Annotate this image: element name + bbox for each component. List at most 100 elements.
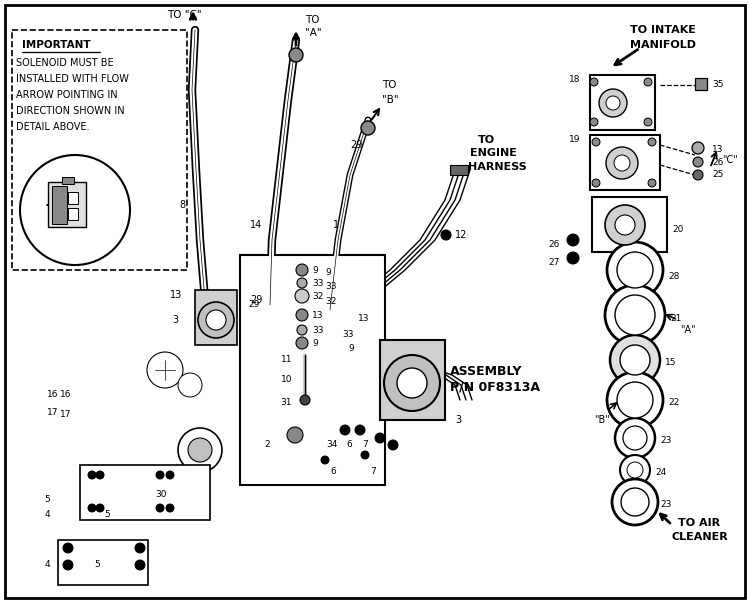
Text: TO AIR: TO AIR: [678, 518, 720, 528]
Text: 4: 4: [44, 560, 50, 569]
Circle shape: [620, 455, 650, 485]
Circle shape: [610, 335, 660, 385]
Text: 35: 35: [712, 80, 724, 89]
Circle shape: [166, 504, 174, 512]
Circle shape: [156, 504, 164, 512]
Text: 19: 19: [568, 135, 580, 144]
Circle shape: [644, 78, 652, 86]
Text: TO INTAKE: TO INTAKE: [630, 25, 696, 35]
Circle shape: [605, 205, 645, 245]
Circle shape: [648, 138, 656, 146]
Text: HARNESS: HARNESS: [468, 162, 526, 172]
Circle shape: [606, 147, 638, 179]
Text: 7: 7: [362, 440, 368, 449]
Text: 9: 9: [312, 266, 318, 275]
Circle shape: [340, 425, 350, 435]
Circle shape: [615, 418, 655, 458]
Text: 6: 6: [346, 440, 352, 449]
Circle shape: [178, 428, 222, 472]
Bar: [58, 540, 148, 585]
Text: 9: 9: [312, 339, 318, 348]
Text: eReplacementParts.com: eReplacementParts.com: [265, 301, 485, 319]
Text: 12: 12: [455, 230, 467, 240]
Circle shape: [188, 438, 212, 462]
Text: TO: TO: [382, 80, 397, 90]
Circle shape: [361, 451, 369, 459]
Text: 13: 13: [712, 145, 724, 154]
Text: 14: 14: [250, 220, 262, 230]
Text: "B": "B": [382, 95, 399, 105]
Text: 17: 17: [60, 410, 71, 419]
Polygon shape: [60, 290, 290, 430]
Circle shape: [623, 426, 647, 450]
Text: 13: 13: [358, 314, 370, 323]
Text: TO: TO: [478, 135, 495, 145]
Text: 3: 3: [172, 315, 178, 325]
Circle shape: [63, 543, 73, 553]
Circle shape: [296, 309, 308, 321]
Text: 13: 13: [202, 295, 214, 304]
Bar: [695, 78, 707, 90]
Text: SOLENOID MUST BE: SOLENOID MUST BE: [16, 58, 114, 68]
Circle shape: [88, 471, 96, 479]
Circle shape: [605, 285, 665, 345]
Circle shape: [135, 543, 145, 553]
Circle shape: [296, 337, 308, 349]
Bar: [195, 290, 237, 345]
Bar: [68, 192, 78, 204]
Circle shape: [287, 427, 303, 443]
Circle shape: [606, 96, 620, 110]
Bar: [380, 340, 445, 420]
Text: 26: 26: [548, 240, 560, 249]
Text: 33: 33: [325, 282, 337, 291]
Circle shape: [567, 234, 579, 246]
Text: 34: 34: [327, 440, 338, 449]
Text: MANIFOLD: MANIFOLD: [630, 40, 696, 50]
Circle shape: [147, 352, 183, 388]
Text: ARROW POINTING IN: ARROW POINTING IN: [16, 90, 118, 100]
Text: 13: 13: [312, 311, 323, 320]
Text: DETAIL ABOVE.: DETAIL ABOVE.: [16, 122, 89, 132]
Text: 29: 29: [250, 295, 262, 305]
Circle shape: [295, 289, 309, 303]
Circle shape: [388, 440, 398, 450]
Circle shape: [621, 488, 649, 516]
Text: 17: 17: [46, 408, 58, 417]
Circle shape: [289, 48, 303, 62]
Polygon shape: [290, 265, 310, 430]
Text: IMPORTANT: IMPORTANT: [22, 40, 91, 50]
Bar: [80, 465, 210, 520]
Circle shape: [96, 504, 104, 512]
Text: P/N 0F8313A: P/N 0F8313A: [450, 381, 540, 394]
Circle shape: [648, 179, 656, 187]
Text: 5: 5: [94, 560, 100, 569]
Circle shape: [88, 504, 96, 512]
Text: 33: 33: [342, 330, 353, 339]
Text: 31: 31: [280, 398, 292, 407]
Circle shape: [384, 355, 440, 411]
Circle shape: [599, 89, 627, 117]
Text: 1: 1: [333, 220, 339, 230]
Text: "A": "A": [305, 28, 322, 38]
Circle shape: [607, 372, 663, 428]
Circle shape: [567, 252, 579, 264]
Text: 3: 3: [455, 415, 461, 425]
Text: 23: 23: [660, 500, 671, 509]
Circle shape: [156, 471, 164, 479]
Bar: [62, 177, 74, 184]
Text: 10: 10: [280, 375, 292, 384]
Bar: [68, 208, 78, 220]
Text: 33: 33: [312, 279, 323, 288]
Text: 9: 9: [325, 268, 331, 277]
Text: 9: 9: [348, 344, 354, 353]
Text: 28: 28: [668, 272, 680, 281]
Text: TO: TO: [305, 15, 320, 25]
Text: 5: 5: [44, 495, 50, 504]
Text: ASSEMBLY: ASSEMBLY: [450, 365, 523, 378]
Circle shape: [198, 302, 234, 338]
Circle shape: [592, 138, 600, 146]
Text: 16: 16: [46, 390, 58, 399]
Text: "A": "A": [680, 325, 696, 335]
Text: 7: 7: [370, 467, 376, 476]
Circle shape: [617, 252, 653, 288]
